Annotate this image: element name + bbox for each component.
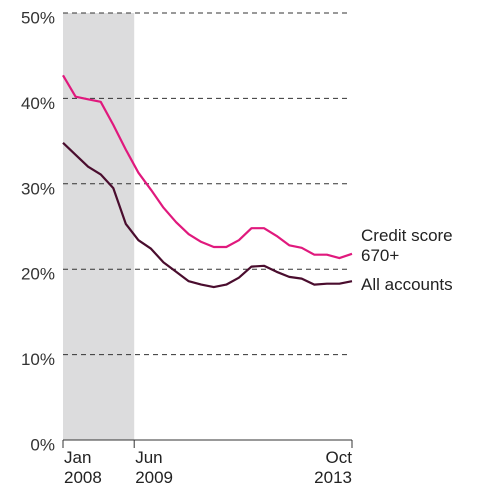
y-tick-label: 0% [30,435,55,454]
series-label: Credit score 670+ [361,225,453,265]
x-tick-label: Oct 2013 [314,448,352,487]
line-series [62,142,353,289]
line-series [62,74,353,260]
y-tick-label: 10% [21,350,55,369]
y-tick-label: 40% [21,94,55,113]
series-label: All accounts [361,275,453,295]
shaded-period [63,13,135,440]
y-tick-label: 30% [21,179,55,198]
y-tick-label: 50% [21,8,55,27]
x-tick-label: Jun 2009 [135,448,174,487]
y-tick-label: 20% [21,265,55,284]
x-tick-label: Jan 2008 [64,448,102,487]
